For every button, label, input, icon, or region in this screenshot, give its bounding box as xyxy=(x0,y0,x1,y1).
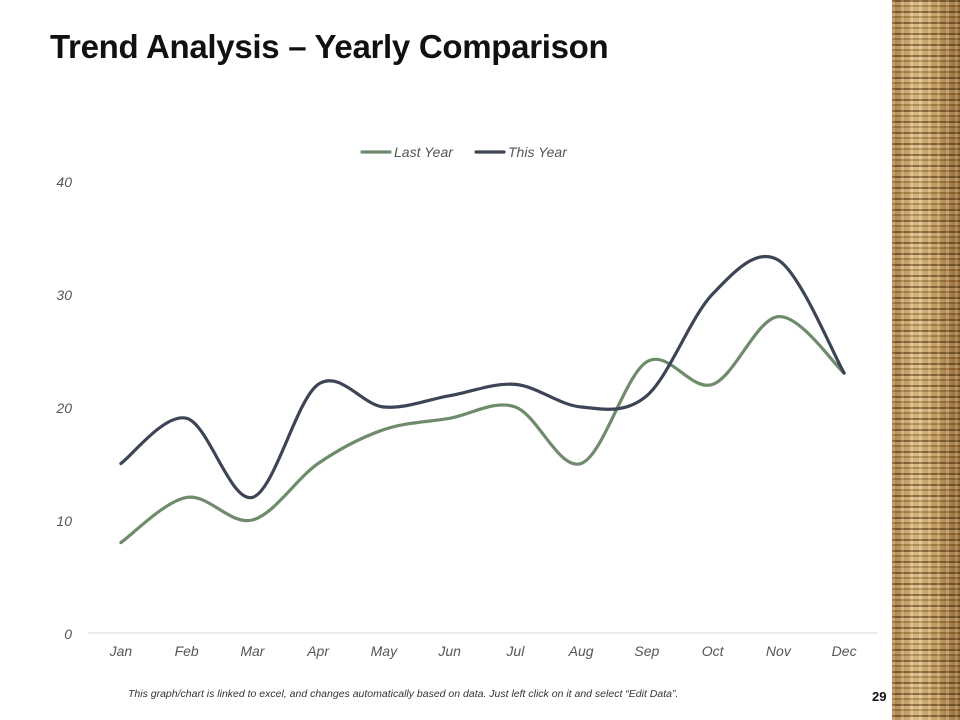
x-tick-label: Oct xyxy=(702,643,725,659)
series-line-last-year xyxy=(119,315,846,545)
series-line-this-year xyxy=(119,254,846,500)
y-tick-label: 10 xyxy=(56,513,72,529)
x-tick-label: Jul xyxy=(505,643,525,659)
x-tick-label: Nov xyxy=(766,643,792,659)
x-tick-label: Mar xyxy=(240,643,265,659)
x-tick-label: Apr xyxy=(306,643,330,659)
x-tick-label: May xyxy=(371,643,398,659)
x-tick-label: Jan xyxy=(109,643,133,659)
y-tick-label: 40 xyxy=(56,174,72,190)
x-tick-label: Aug xyxy=(568,643,594,659)
x-tick-label: Dec xyxy=(832,643,857,659)
slide-title: Trend Analysis – Yearly Comparison xyxy=(50,28,609,65)
y-tick-label: 20 xyxy=(55,400,72,416)
coin-stack-image xyxy=(892,0,960,720)
legend-label: Last Year xyxy=(394,144,454,160)
footnote: This graph/chart is linked to excel, and… xyxy=(128,688,679,700)
y-tick-label: 0 xyxy=(64,626,72,642)
y-tick-label: 30 xyxy=(56,287,72,303)
x-tick-label: Jun xyxy=(437,643,461,659)
line-chart: 0 10 20 30 40 Jan Feb Mar Apr May Jun Jul Aug Sep Oct N… xyxy=(55,144,877,659)
page-number: 29 xyxy=(872,689,887,704)
x-tick-label: Sep xyxy=(634,643,659,659)
legend-label: This Year xyxy=(508,144,568,160)
x-tick-label: Feb xyxy=(175,643,199,659)
